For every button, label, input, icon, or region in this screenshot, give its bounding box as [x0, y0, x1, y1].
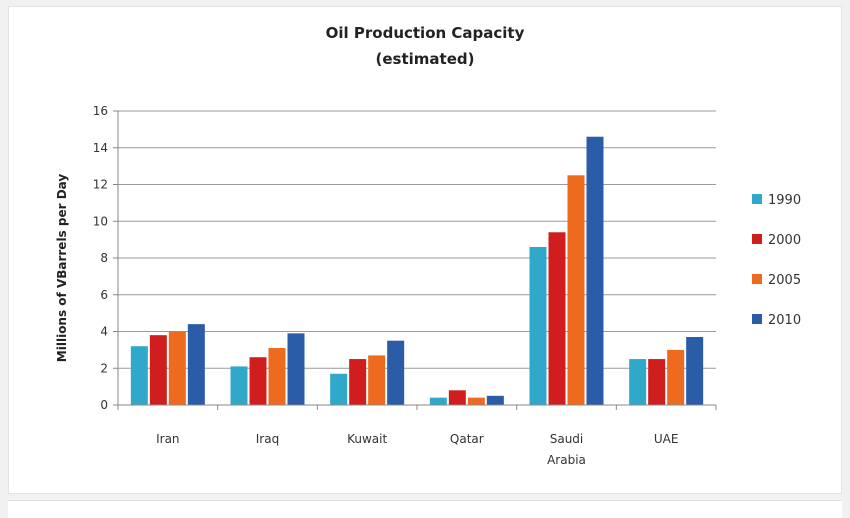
bar-1990-5	[629, 359, 647, 405]
legend-label-2010: 2010	[768, 313, 801, 328]
bottom-strip	[8, 500, 842, 518]
legend-swatch-2000	[752, 234, 762, 244]
bar-2000-3	[448, 390, 466, 405]
bar-2005-0	[168, 331, 186, 405]
y-tick-label: 2	[100, 361, 108, 375]
bar-1990-2	[330, 373, 348, 405]
bar-1990-1	[230, 366, 248, 405]
x-tick-label: Saudi	[550, 432, 584, 446]
bar-2005-4	[567, 175, 585, 405]
legend-swatch-2005	[752, 274, 762, 284]
bar-2005-5	[667, 349, 685, 405]
bars	[130, 136, 704, 405]
x-tick-label: Iran	[156, 432, 179, 446]
axes: 0 2 4 6 8 10 12 14 16 Iran Iraq Kuwait Qatar Saudi Ara…	[93, 104, 717, 467]
y-axis-label: Millions of VBarrels per Day	[55, 174, 69, 363]
legend-label-2005: 2005	[768, 273, 801, 288]
y-tick-label: 12	[93, 178, 108, 192]
y-tick-label: 8	[100, 251, 108, 265]
legend-swatch-2010	[752, 314, 762, 324]
x-tick-label: UAE	[654, 432, 679, 446]
bar-2010-5	[686, 337, 704, 405]
bar-2010-0	[187, 324, 205, 405]
bar-2005-2	[368, 355, 386, 405]
x-tick-label: Qatar	[450, 432, 484, 446]
gridlines	[118, 110, 716, 369]
y-tick-label: 6	[100, 288, 108, 302]
bar-2010-1	[287, 333, 305, 405]
bar-2010-4	[586, 136, 604, 405]
bar-1990-0	[130, 346, 148, 405]
y-tick-label: 16	[93, 104, 108, 118]
bar-2000-4	[548, 232, 566, 405]
bar-1990-3	[429, 397, 447, 405]
bar-2010-2	[387, 340, 405, 405]
legend-label-2000: 2000	[768, 233, 801, 248]
bar-2005-1	[268, 348, 286, 405]
chart-title: Oil Production Capacity	[326, 24, 525, 42]
y-tick-label: 4	[100, 325, 108, 339]
x-tick-label: Iraq	[256, 432, 279, 446]
x-tick-label: Arabia	[547, 453, 586, 467]
legend-swatch-1990	[752, 194, 762, 204]
bar-2000-2	[349, 359, 367, 405]
legend-label-1990: 1990	[768, 193, 801, 208]
bar-1990-4	[529, 246, 547, 405]
y-tick-label: 10	[93, 214, 108, 228]
bar-2000-0	[149, 335, 167, 405]
legend: 1990 2000 2005 2010	[752, 193, 801, 328]
bar-2005-3	[467, 397, 485, 405]
x-tick-label: Kuwait	[347, 432, 387, 446]
chart-panel	[8, 6, 842, 494]
bar-2000-1	[249, 357, 267, 405]
chart-subtitle: (estimated)	[376, 50, 475, 68]
y-tick-label: 14	[93, 141, 108, 155]
y-tick-label: 0	[100, 398, 108, 412]
bar-2000-5	[648, 359, 666, 405]
bar-2010-3	[486, 395, 504, 405]
